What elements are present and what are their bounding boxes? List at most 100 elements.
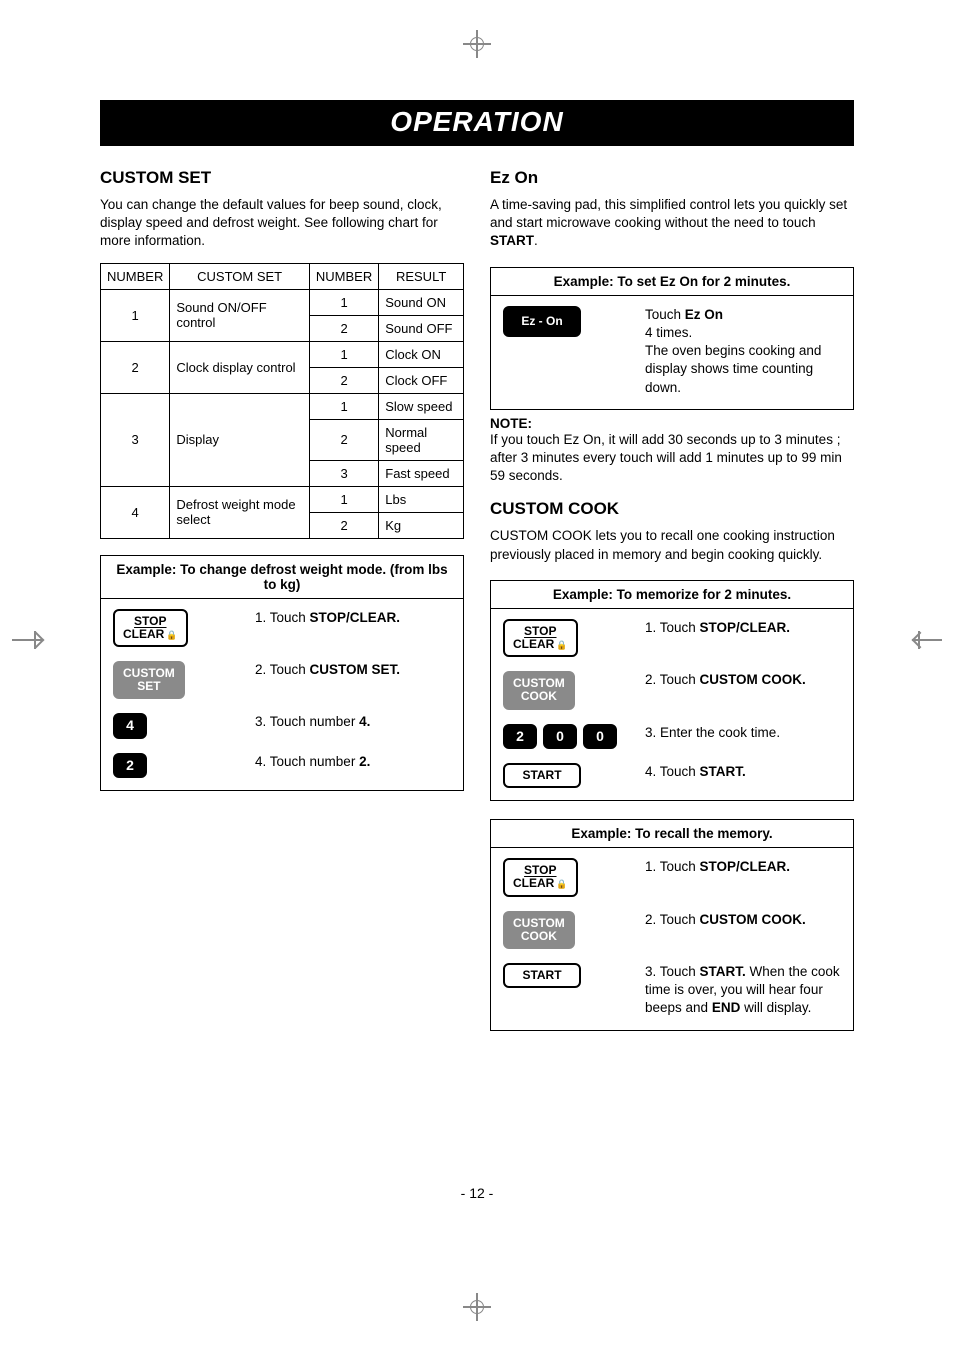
text: 1. Touch	[255, 610, 310, 625]
button-pad: 0	[583, 724, 617, 749]
example-steps: STOPCLEAR 1. Touch STOP/CLEAR. CUSTOMCOOK 2…	[491, 848, 853, 1029]
step-text: 3. Touch number 4.	[255, 713, 451, 731]
text: 1. Touch	[645, 620, 700, 635]
custom-set-table: NUMBER CUSTOM SET NUMBER RESULT 1Sound O…	[100, 263, 464, 539]
button-pad: START	[503, 763, 581, 788]
table-cell: 3	[101, 393, 170, 486]
text: 4 times.	[645, 325, 692, 340]
text-bold: STOP/CLEAR.	[700, 859, 791, 874]
ez-on-heading: Ez On	[490, 168, 854, 188]
table-cell: Normal speed	[379, 419, 464, 460]
table-cell: Clock ON	[379, 341, 464, 367]
table-cell: 1	[309, 486, 378, 512]
table-row: 4Defrost weight mode select1Lbs	[101, 486, 464, 512]
text: If you touch	[490, 432, 564, 447]
table-cell: 3	[309, 460, 378, 486]
ez-on-example: Example: To set Ez On for 2 minutes. Ez …	[490, 267, 854, 410]
text: The oven begins cooking and display show…	[645, 343, 821, 394]
text: 1. Touch	[645, 859, 700, 874]
text: 4. Touch	[645, 764, 700, 779]
step-pad-cell: 2	[113, 753, 241, 778]
text-bold: STOP/CLEAR.	[310, 610, 401, 625]
button-pad: CUSTOMCOOK	[503, 911, 575, 949]
content-columns: CUSTOM SET You can change the default va…	[100, 168, 854, 1031]
table-row: 2Clock display control1Clock ON	[101, 341, 464, 367]
text: 2. Touch	[255, 662, 310, 677]
step-pad-cell: 2 0 0	[503, 724, 631, 749]
note-heading: NOTE:	[490, 416, 854, 431]
step-pad-cell: STOPCLEAR	[113, 609, 241, 647]
button-pad: 2	[113, 753, 147, 778]
text-bold: STOP/CLEAR.	[700, 620, 791, 635]
page-number: - 12 -	[461, 1185, 494, 1201]
text-bold: CUSTOM COOK.	[700, 912, 806, 927]
text: 2. Touch	[645, 672, 700, 687]
step-text: 2. Touch CUSTOM COOK.	[645, 911, 841, 929]
step-row: CUSTOMCOOK 2. Touch CUSTOM COOK.	[503, 671, 841, 709]
pad-label: CLEAR	[123, 628, 178, 641]
text: .	[534, 233, 538, 248]
step-text: 3. Enter the cook time.	[645, 724, 841, 742]
step-row: 4 3. Touch number 4.	[113, 713, 451, 738]
step-row: Ez - On Touch Ez On 4 times. The oven be…	[503, 306, 841, 397]
example-steps: Ez - On Touch Ez On 4 times. The oven be…	[491, 296, 853, 409]
step-pad-cell: CUSTOMCOOK	[503, 911, 631, 949]
step-text: 1. Touch STOP/CLEAR.	[255, 609, 451, 627]
step-pad-cell: Ez - On	[503, 306, 631, 337]
ez-on-pad: Ez - On	[503, 306, 581, 337]
table-cell: Display	[170, 393, 310, 486]
button-pad: START	[503, 963, 581, 988]
table-row: 3Display1Slow speed	[101, 393, 464, 419]
button-pad: 0	[543, 724, 577, 749]
example-title: Example: To set Ez On for 2 minutes.	[491, 268, 853, 296]
custom-set-intro: You can change the default values for be…	[100, 196, 464, 251]
step-text: 4. Touch START.	[645, 763, 841, 781]
pad-label: 4	[126, 718, 134, 733]
registration-mark-top	[463, 30, 491, 58]
table-header: NUMBER	[101, 263, 170, 289]
table-cell: 1	[309, 393, 378, 419]
text-bold: START.	[700, 964, 746, 979]
table-row: 1Sound ON/OFF control1Sound ON	[101, 289, 464, 315]
custom-cook-heading: CUSTOM COOK	[490, 499, 854, 519]
table-cell: Clock display control	[170, 341, 310, 393]
table-cell: Sound ON	[379, 289, 464, 315]
step-row: STOPCLEAR 1. Touch STOP/CLEAR.	[113, 609, 451, 647]
right-column: Ez On A time-saving pad, this simplified…	[490, 168, 854, 1031]
left-column: CUSTOM SET You can change the default va…	[100, 168, 464, 1031]
step-row: STOPCLEAR 1. Touch STOP/CLEAR.	[503, 858, 841, 896]
table-header: CUSTOM SET	[170, 263, 310, 289]
step-pad-cell: START	[503, 963, 631, 988]
step-text: 3. Touch START. When the cook time is ov…	[645, 963, 841, 1018]
table-cell: Fast speed	[379, 460, 464, 486]
text-bold: Ez On	[685, 307, 723, 322]
table-cell: Sound OFF	[379, 315, 464, 341]
table-cell: Kg	[379, 512, 464, 538]
text-bold: START.	[700, 764, 746, 779]
step-pad-cell: CUSTOMSET	[113, 661, 241, 699]
text: will display.	[740, 1000, 811, 1015]
step-text: 2. Touch CUSTOM COOK.	[645, 671, 841, 689]
page-title: OPERATION	[100, 100, 854, 146]
step-text: 1. Touch STOP/CLEAR.	[645, 619, 841, 637]
pad-label: START	[522, 769, 561, 782]
manual-page: OPERATION CUSTOM SET You can change the …	[0, 0, 954, 1351]
step-text: Touch Ez On 4 times. The oven begins coo…	[645, 306, 841, 397]
table-header: NUMBER	[309, 263, 378, 289]
step-text: 2. Touch CUSTOM SET.	[255, 661, 451, 679]
step-pad-cell: CUSTOMCOOK	[503, 671, 631, 709]
pad-label: SET	[137, 680, 160, 693]
table-cell: 2	[309, 512, 378, 538]
table-cell: 2	[101, 341, 170, 393]
text: Touch	[645, 307, 685, 322]
pad-label: COOK	[521, 930, 557, 943]
step-row: START 4. Touch START.	[503, 763, 841, 788]
text: A time-saving pad, this simplified contr…	[490, 197, 847, 230]
button-pad: STOPCLEAR	[503, 619, 578, 657]
button-pad: STOPCLEAR	[503, 858, 578, 896]
pad-label: 0	[556, 729, 564, 744]
step-row: 24. Touch number 2.	[113, 753, 451, 778]
button-pad: 2	[503, 724, 537, 749]
text-bold: START	[490, 233, 534, 248]
example-title: Example: To recall the memory.	[491, 820, 853, 848]
